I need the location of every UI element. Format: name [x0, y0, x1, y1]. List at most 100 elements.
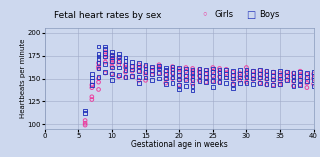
Point: [298, 78, 303, 81]
Point: [170, 65, 175, 68]
Point: [136, 62, 141, 64]
Point: [170, 82, 175, 84]
Point: [271, 84, 276, 86]
Point: [197, 71, 202, 73]
Point: [264, 70, 269, 72]
Point: [170, 72, 175, 74]
Point: [103, 61, 108, 63]
Point: [311, 85, 316, 87]
Point: [204, 75, 209, 78]
Point: [150, 74, 155, 76]
Point: [116, 60, 121, 62]
Point: [96, 65, 101, 68]
Point: [177, 84, 182, 86]
Point: [109, 62, 115, 64]
Point: [264, 83, 269, 85]
Point: [271, 84, 276, 86]
Point: [136, 65, 141, 68]
Point: [190, 83, 195, 85]
Point: [190, 79, 195, 82]
Point: [96, 67, 101, 70]
Point: [210, 75, 215, 77]
Point: [109, 54, 115, 56]
Point: [217, 67, 222, 70]
Point: [156, 64, 162, 66]
Point: [204, 68, 209, 71]
Point: [298, 84, 303, 86]
Point: [237, 75, 242, 78]
Point: [156, 77, 162, 80]
Point: [190, 72, 195, 74]
Point: [237, 79, 242, 82]
Point: [116, 55, 121, 58]
Point: [177, 78, 182, 81]
Point: [109, 59, 115, 62]
Point: [304, 73, 309, 75]
Point: [89, 80, 94, 82]
Point: [251, 83, 256, 85]
Point: [150, 65, 155, 68]
Point: [298, 74, 303, 76]
Point: [96, 62, 101, 64]
Point: [163, 82, 168, 84]
Point: [291, 72, 296, 74]
Point: [109, 73, 115, 75]
Point: [163, 83, 168, 85]
Point: [224, 76, 229, 79]
Point: [224, 69, 229, 72]
Point: [197, 71, 202, 73]
Point: [136, 82, 141, 84]
Point: [143, 71, 148, 73]
Point: [109, 66, 115, 69]
Point: [183, 71, 188, 73]
Point: [311, 77, 316, 80]
Point: [170, 72, 175, 74]
Point: [156, 67, 162, 70]
Point: [190, 78, 195, 81]
Point: [150, 69, 155, 72]
Point: [177, 88, 182, 91]
Point: [136, 66, 141, 69]
Y-axis label: Heartbeats per minute: Heartbeats per minute: [20, 39, 26, 118]
Point: [257, 73, 262, 75]
Point: [244, 82, 249, 84]
Point: [83, 109, 88, 112]
Point: [116, 64, 121, 66]
Point: [298, 71, 303, 73]
Point: [109, 56, 115, 59]
Point: [136, 75, 141, 78]
Point: [264, 78, 269, 81]
Point: [271, 75, 276, 77]
Point: [244, 75, 249, 78]
Point: [116, 66, 121, 69]
Point: [277, 77, 283, 80]
Point: [123, 66, 128, 69]
Point: [109, 60, 115, 62]
Point: [183, 67, 188, 70]
Point: [150, 66, 155, 69]
Point: [83, 119, 88, 122]
Point: [190, 74, 195, 76]
Point: [304, 80, 309, 82]
Point: [224, 82, 229, 84]
Point: [230, 75, 236, 77]
Point: [284, 75, 289, 77]
Point: [89, 76, 94, 79]
Point: [183, 78, 188, 81]
Point: [257, 73, 262, 75]
Point: [190, 68, 195, 71]
Point: [237, 73, 242, 75]
Point: [177, 74, 182, 76]
Point: [210, 66, 215, 69]
Point: [277, 72, 283, 74]
Point: [230, 78, 236, 81]
Point: [264, 74, 269, 76]
Point: [156, 72, 162, 74]
Point: [163, 74, 168, 76]
Point: [224, 73, 229, 75]
Point: [284, 71, 289, 73]
Point: [177, 71, 182, 73]
Point: [277, 75, 283, 78]
Point: [311, 73, 316, 75]
Point: [177, 84, 182, 86]
